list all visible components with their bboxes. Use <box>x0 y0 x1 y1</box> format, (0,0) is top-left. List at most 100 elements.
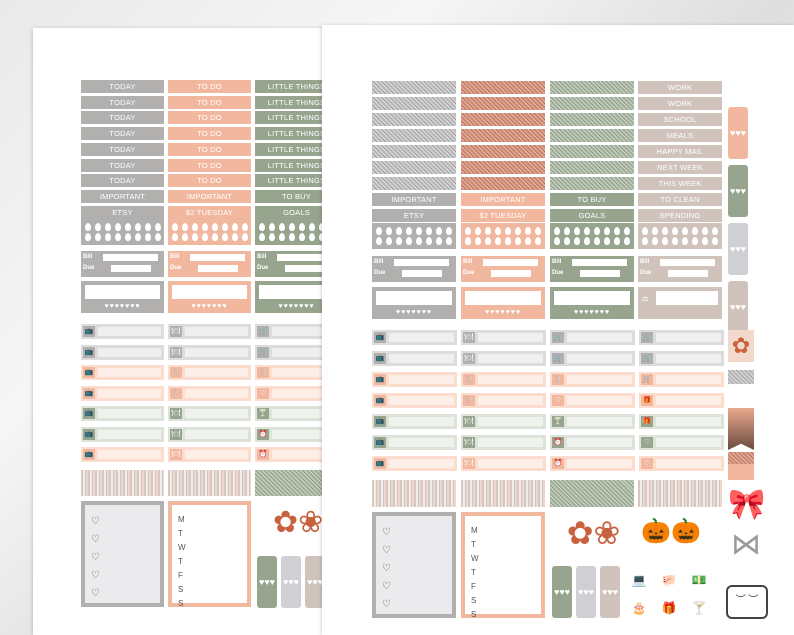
icon-tracker: 🍴 <box>168 365 251 380</box>
tv-icon: 📺 <box>83 367 95 378</box>
money-icon: 💵 <box>691 573 707 587</box>
label-sticker: TO BUY <box>255 189 333 203</box>
icon-tracker: 🛒 <box>255 344 333 360</box>
icon-tracker: 🍽 <box>461 435 546 450</box>
icon-tracker: 📺 <box>372 456 457 471</box>
icon-tracker: 🍽 <box>461 351 546 366</box>
piggy-bank-icon: 🐖 <box>661 573 677 587</box>
drop-icon <box>624 227 630 235</box>
plate-icon: 🍴 <box>170 387 182 399</box>
bill-due-sage: Bill Due <box>550 256 634 282</box>
icon-tracker: ♡ <box>550 393 635 408</box>
gift-icon: 🎁 <box>661 601 677 615</box>
cart-icon: 🍴 <box>552 374 564 385</box>
drop-icon <box>191 233 198 241</box>
drop-icon <box>446 237 452 245</box>
drop-icon <box>682 237 688 245</box>
drop-icon <box>446 227 452 235</box>
sleep-mask-icon: ︶ ︶ <box>726 585 768 619</box>
drop-icon <box>495 237 501 245</box>
icon-tracker: 🍴 <box>461 372 546 387</box>
photo-flag <box>728 408 754 450</box>
drop-icon <box>624 237 630 245</box>
drop-icon <box>201 233 208 241</box>
drop-icon <box>396 237 402 245</box>
bill-label: Bill <box>640 259 650 265</box>
drop-icon <box>201 223 208 231</box>
label-sticker: $2 TUESDAY <box>168 205 251 219</box>
label-sticker: LITTLE THINGS <box>255 174 333 188</box>
icon-tracker: 🍽 <box>168 344 251 360</box>
tv-icon: 📺 <box>83 449 95 460</box>
drop-icon <box>181 233 188 241</box>
pumpkin-icon: 🎃🎃 <box>641 518 701 545</box>
drop-icon <box>318 223 325 231</box>
label-sticker: LITTLE THINGS <box>255 80 333 93</box>
icon-tracker: 📺 <box>81 447 164 462</box>
label-sticker: $2 TUESDAY <box>461 209 545 222</box>
glitter-swatch <box>728 370 754 384</box>
drop-icon <box>211 223 218 231</box>
label-sticker: TO DO <box>168 127 251 141</box>
drop-icon <box>278 223 285 231</box>
drop-icon <box>171 233 178 241</box>
checklist-box-gray: ♡ ♡ ♡ ♡ ♡ <box>81 501 164 607</box>
drop-icon <box>386 237 392 245</box>
drop-icon <box>702 237 708 245</box>
icon-tracker: 📺 <box>81 385 164 401</box>
drop-icon <box>104 223 111 231</box>
plate-icon: 🍽 <box>170 428 182 440</box>
heart-tab-sage: ♥♥♥ <box>552 566 572 618</box>
drop-icon <box>495 227 501 235</box>
icon-tracker: 📺 <box>372 393 457 408</box>
icon-tracker: 🛒 <box>255 324 333 339</box>
drop-icon <box>614 237 620 245</box>
tv-icon: 📺 <box>374 437 386 448</box>
drop-icon <box>564 237 570 245</box>
label-sticker: TO DO <box>168 111 251 125</box>
water-tracker-peach <box>461 223 545 249</box>
icon-tracker: 📺 <box>372 351 457 366</box>
drop-icon <box>124 233 131 241</box>
plate-icon: 🍽 <box>170 326 182 337</box>
label-sticker: NEXT WEEK <box>638 161 722 174</box>
drop-icon <box>298 233 305 241</box>
drop-icon <box>288 223 295 231</box>
due-label: Due <box>83 265 95 271</box>
label-sticker: TODAY <box>81 158 164 172</box>
checklist-box-gray: ♡ ♡ ♡ ♡ ♡ <box>372 512 456 618</box>
label-sticker: IMPORTANT <box>81 189 164 203</box>
drop-icon <box>211 233 218 241</box>
tv-icon: 📺 <box>374 395 386 406</box>
heart-tab-sage: ♥♥♥ <box>257 556 277 608</box>
drop-icon <box>231 233 238 241</box>
tv-icon: 📺 <box>374 374 386 385</box>
drop-icon <box>258 223 265 231</box>
peach-swatch <box>728 464 754 480</box>
icon-tracker: 🍸 <box>255 406 333 421</box>
laptop-icon: 💻 <box>631 573 647 587</box>
label-sticker: TO DO <box>168 142 251 156</box>
drop-icon <box>554 237 560 245</box>
heart-tab-taupe: ♥♥♥ <box>305 556 325 608</box>
bow-icon: 🎀 <box>728 488 766 521</box>
drop-icon <box>396 227 402 235</box>
icon-tracker: ♡ <box>639 456 724 471</box>
drop-icon <box>505 237 511 245</box>
drop-icon <box>298 223 305 231</box>
flower-icon: ✿❀ <box>273 506 324 539</box>
icon-tracker: 🍴 <box>550 372 635 387</box>
label-sticker: IMPORTANT <box>168 189 251 203</box>
label-sticker: LITTLE THINGS <box>255 111 333 125</box>
tv-icon: 📺 <box>374 416 386 427</box>
bill-due-taupe: Bill Due <box>638 256 722 282</box>
heart-icon: 🛒 <box>641 353 653 364</box>
drop-icon <box>376 237 382 245</box>
icon-tracker: 🍽 <box>168 324 251 339</box>
drop-icon <box>268 223 275 231</box>
drop-icon <box>584 227 590 235</box>
heart-tracker-peach: ♥♥♥♥♥♥♥ <box>168 281 251 313</box>
label-sticker: GOALS <box>255 205 333 219</box>
drop-icon <box>416 227 422 235</box>
